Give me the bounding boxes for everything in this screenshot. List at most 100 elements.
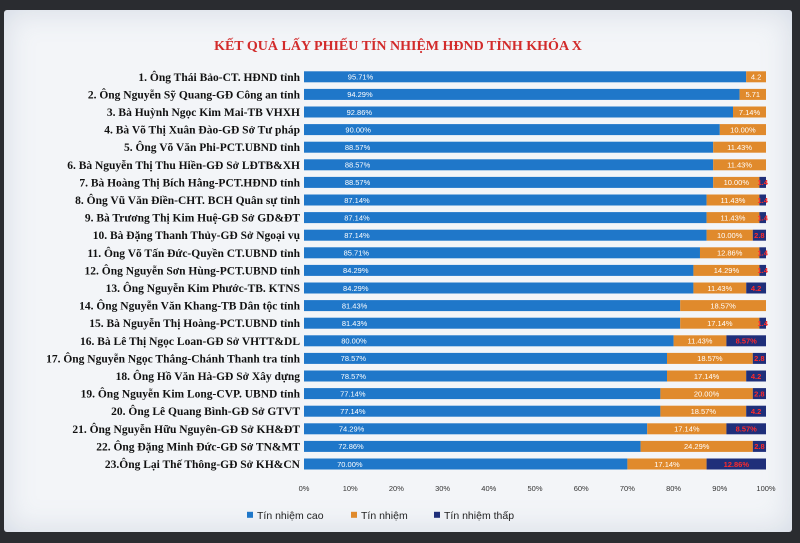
data-label: 17.14% [707, 319, 733, 328]
bar-segment-2 [660, 405, 747, 417]
category-label: 21. Ông Nguyễn Hữu Nguyên-GĐ Sở KH&ĐT [72, 422, 300, 436]
bar-segment-1 [304, 88, 740, 100]
bar-segment-3 [759, 194, 766, 206]
data-label: 2.8 [754, 231, 764, 240]
bar-segment-3 [752, 229, 766, 241]
data-label: 20.00% [694, 389, 720, 398]
data-label: 2.8 [754, 389, 764, 398]
category-label: 16. Bà Lê Thị Ngọc Loan-GĐ Sở VHTT&DL [80, 336, 300, 348]
bar-segment-2 [680, 300, 766, 312]
x-tick-label: 80% [666, 484, 681, 493]
legend-label: Tín nhiệm cao [257, 510, 324, 522]
data-label: 74.29% [339, 425, 365, 434]
bar-segment-1 [304, 229, 707, 241]
data-label: 11.43% [721, 213, 746, 222]
bar-segment-1 [304, 124, 720, 136]
data-label: 18.57% [710, 301, 736, 310]
data-label: 1.4 [757, 213, 768, 222]
bar-segment-2 [706, 194, 760, 206]
bar-segment-2 [706, 229, 753, 241]
bar-segment-1 [304, 141, 714, 153]
legend-label: Tín nhiệm [361, 510, 408, 522]
data-label: 18.57% [691, 407, 717, 416]
bar-segment-1 [304, 71, 747, 83]
data-label: 11.43% [721, 196, 746, 205]
bar-segment-3 [759, 264, 767, 276]
data-label: 11.43% [727, 143, 752, 152]
category-label: 3. Bà Huỳnh Ngọc Kim Mai-TB VHXH [107, 107, 300, 119]
data-label: 4.2 [751, 284, 761, 293]
category-label: 4. Bà Võ Thị Xuân Đào-GĐ Sở Tư pháp [104, 125, 300, 137]
bar-segment-3 [752, 388, 766, 400]
bar-segment-3 [746, 370, 766, 382]
category-label: 8. Ông Vũ Văn Điền-CHT. BCH Quân sự tỉnh [75, 193, 300, 207]
bar-segment-3 [746, 405, 766, 417]
data-label: 11.43% [727, 161, 752, 170]
category-label: 15. Bà Nguyễn Thị Hoàng-PCT.UBND tỉnh [89, 317, 300, 330]
data-label: 90.00% [345, 125, 371, 134]
bar-segment-1 [304, 317, 681, 329]
bar-segment-1 [304, 159, 714, 171]
category-label: 1. Ông Thái Bảo-CT. HĐND tỉnh [138, 70, 300, 84]
legend: Tín nhiệm cao Tín nhiệm Tín nhiệm thấp [247, 510, 514, 522]
data-label: 87.14% [344, 196, 370, 205]
data-label: 4.2 [751, 407, 761, 416]
data-label: 78.57% [341, 354, 367, 363]
value-labels: 95.71% 4.2 94.29% 5.71 92.86% 7.14% 90.00% 10.0… [337, 73, 769, 469]
data-label: 17.14% [674, 425, 700, 434]
data-label: 81.43% [342, 301, 368, 310]
bar-segment-2 [627, 458, 707, 470]
data-label: 17.14% [654, 460, 680, 469]
legend-swatch [247, 511, 253, 518]
category-label: 9. Bà Trương Thị Kim Huệ-GĐ Sở GD&ĐT [85, 213, 300, 225]
data-label: 70.00% [337, 460, 363, 469]
data-label: 4.2 [751, 73, 761, 82]
bar-segment-2 [713, 176, 760, 188]
bar-segment-3 [752, 440, 767, 452]
data-label: 10.00% [724, 178, 750, 187]
data-label: 1.4 [758, 266, 769, 275]
bar-segment-1 [304, 247, 700, 259]
category-label: 13. Ông Nguyễn Kim Phước-TB. KTNS [106, 281, 300, 295]
bar-segment-3 [726, 335, 766, 347]
data-label: 84.29% [343, 284, 369, 293]
category-label: 23.Ông Lại Thế Thông-GĐ Sở KH&CN [105, 457, 301, 471]
x-tick-label: 90% [712, 484, 727, 493]
projection-screen: KẾT QUẢ LẤY PHIẾU TÍN NHIỆM HĐND TỈNH KH… [4, 10, 792, 532]
bar-segment-1 [304, 300, 681, 312]
bar-segment-1 [304, 282, 694, 294]
stacked-bar-chart: KẾT QUẢ LẤY PHIẾU TÍN NHIỆM HĐND TỈNH KH… [46, 37, 776, 522]
data-label: 85.71% [344, 249, 370, 258]
x-tick-label: 60% [574, 484, 589, 493]
data-label: 17.14% [694, 372, 720, 381]
bar-segment-1 [304, 176, 714, 188]
bar-segment-2 [666, 370, 747, 382]
bar-segment-2 [693, 264, 760, 276]
bar-segment-1 [304, 405, 661, 417]
x-tick-label: 40% [481, 484, 496, 493]
bar-segment-1 [304, 440, 641, 452]
bar-segment-2 [713, 141, 766, 153]
category-label: 17. Ông Nguyễn Ngọc Thắng-Chánh Thanh tr… [46, 351, 301, 365]
data-label: 78.57% [341, 372, 367, 381]
data-label: 88.57% [345, 161, 371, 170]
x-tick-label: 10% [343, 484, 358, 493]
bar-segment-2 [640, 440, 753, 452]
category-labels: 1. Ông Thái Bảo-CT. HĐND tỉnh 2. Ông Nguy… [46, 70, 301, 471]
data-label: 12.86% [717, 249, 743, 258]
data-label: 7.14% [739, 108, 761, 117]
bar-segment-2 [660, 388, 753, 400]
data-label: 24.29% [684, 442, 710, 451]
x-tick-label: 70% [620, 484, 635, 493]
data-label: 2.8 [754, 442, 764, 451]
data-label: 87.14% [344, 231, 370, 240]
bar-segment-3 [726, 423, 766, 435]
bar-segment-3 [752, 352, 766, 364]
bar-segment-1 [304, 335, 674, 347]
bar-segment-3 [759, 212, 766, 224]
bar-segment-2 [713, 159, 766, 171]
category-label: 19. Ông Nguyễn Kim Long-CVP. UBND tỉnh [81, 387, 301, 401]
category-label: 18. Ông Hồ Văn Hà-GĐ Sở Xây dựng [116, 369, 301, 383]
bar-segment-1 [304, 264, 694, 276]
category-label: 7. Bà Hoàng Thị Bích Hằng-PCT.HĐND tỉnh [79, 176, 300, 189]
